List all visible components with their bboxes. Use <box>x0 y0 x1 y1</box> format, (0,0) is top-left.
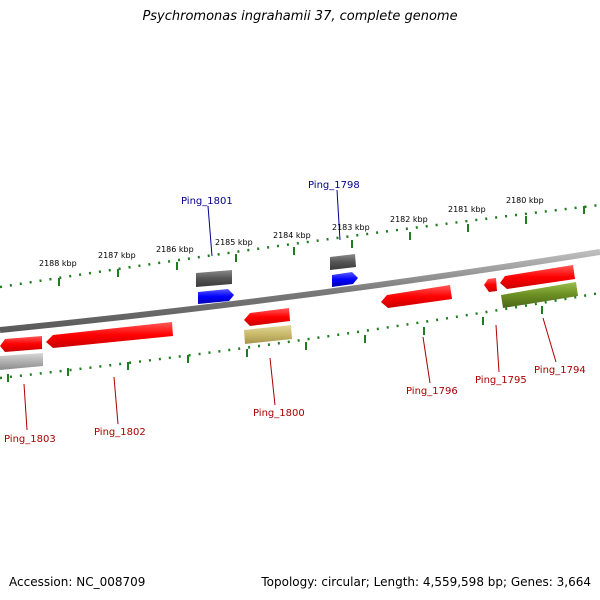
gene-feature-ping-1803-gray[interactable] <box>0 353 43 370</box>
gene-feature-ping-1796[interactable] <box>381 285 452 308</box>
tick-label: 2181 kbp <box>448 205 486 214</box>
lower-ruler <box>0 291 600 380</box>
gene-label-ping-1803[interactable]: Ping_1803 <box>4 434 56 445</box>
upper-ruler <box>0 203 600 289</box>
accession-text: Accession: NC_008709 <box>9 575 146 589</box>
gene-feature-ping-1800-khaki[interactable] <box>244 325 292 344</box>
genome-backbone <box>0 249 600 333</box>
gene-feature-ping-1798-gray[interactable] <box>330 254 356 270</box>
genome-summary-text: Topology: circular; Length: 4,559,598 bp… <box>261 575 591 589</box>
gene-feature-ping-1800[interactable] <box>244 308 290 326</box>
tick-label: 2186 kbp <box>156 245 194 254</box>
upper-major-ticks <box>58 206 585 286</box>
gene-label-ping-1796[interactable]: Ping_1796 <box>406 386 458 397</box>
gene-feature-ping-1802[interactable] <box>46 322 173 348</box>
gene-label-ping-1795[interactable]: Ping_1795 <box>475 375 527 386</box>
lower-major-ticks <box>7 306 543 382</box>
bottom-strand-features <box>0 282 578 370</box>
tick-label: 2182 kbp <box>390 215 428 224</box>
gene-feature-ping-1801[interactable] <box>198 289 234 304</box>
map-title: Psychromonas ingrahamii 37, complete gen… <box>142 9 458 24</box>
gene-label-ping-1798[interactable]: Ping_1798 <box>308 180 360 191</box>
scale-labels: 2188 kbp 2187 kbp 2186 kbp 2185 kbp 2184… <box>39 196 544 268</box>
gene-feature-ping-1803[interactable] <box>0 336 42 352</box>
leader-lines <box>23 189 557 431</box>
gene-feature-red[interactable] <box>500 265 575 289</box>
gene-labels: Ping_1801 Ping_1798 Ping_1803 Ping_1802 … <box>4 180 586 445</box>
gene-label-ping-1794[interactable]: Ping_1794 <box>534 365 586 376</box>
tick-label: 2185 kbp <box>215 238 253 247</box>
gene-label-ping-1802[interactable]: Ping_1802 <box>94 427 146 438</box>
gene-feature-ping-1801-gray[interactable] <box>196 270 232 287</box>
tick-label: 2184 kbp <box>273 231 311 240</box>
tick-label: 2188 kbp <box>39 259 77 268</box>
tick-label: 2183 kbp <box>332 223 370 232</box>
gene-feature-red-small[interactable] <box>484 278 497 292</box>
gene-feature-ping-1794[interactable] <box>501 282 578 308</box>
top-strand-features <box>196 254 575 304</box>
gene-label-ping-1801[interactable]: Ping_1801 <box>181 196 233 207</box>
tick-label: 2180 kbp <box>506 196 544 205</box>
tick-label: 2187 kbp <box>98 251 136 260</box>
gene-feature-ping-1798[interactable] <box>332 272 358 287</box>
gene-label-ping-1800[interactable]: Ping_1800 <box>253 408 305 419</box>
